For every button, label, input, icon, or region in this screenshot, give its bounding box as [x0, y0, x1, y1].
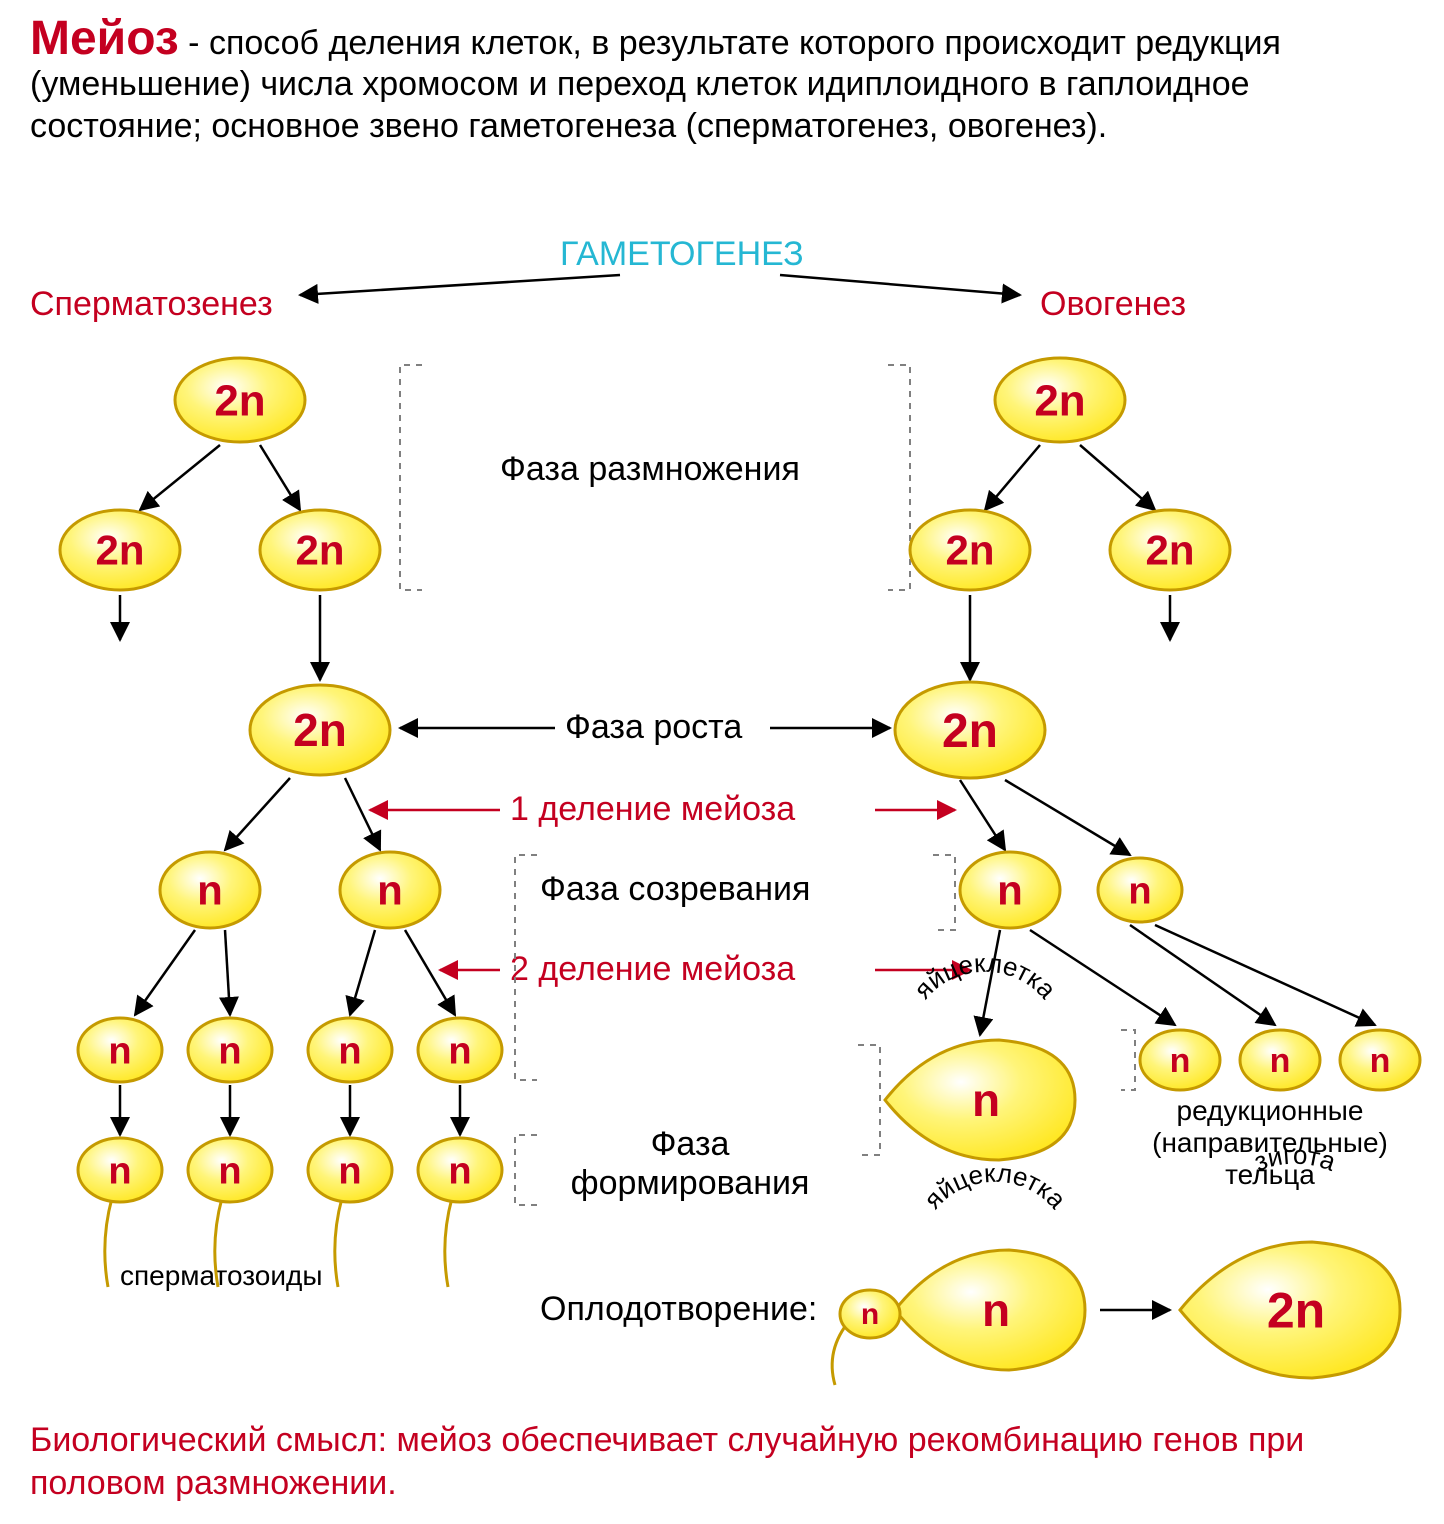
bracket	[400, 365, 422, 590]
arrow	[300, 275, 620, 295]
cell-sp-f1: n	[78, 1138, 162, 1287]
svg-text:зигота: зигота	[1250, 1140, 1340, 1177]
arrow	[140, 445, 220, 510]
egg-egg1: n яйцеклетка	[885, 948, 1075, 1160]
svg-text:2n: 2n	[1034, 376, 1085, 425]
cell-sp-m2b: n	[188, 1018, 272, 1082]
cell-ov-growth: 2n	[895, 682, 1045, 778]
bracket	[888, 365, 910, 590]
svg-text:яйцеклетка: яйцеклетка	[918, 1158, 1073, 1215]
cell-sp-f3: n	[308, 1138, 392, 1287]
bracket	[933, 855, 955, 930]
cell-ov-pb3: n	[1340, 1030, 1420, 1090]
arrow	[225, 778, 290, 850]
bracket	[1121, 1030, 1135, 1090]
arrow	[405, 930, 455, 1015]
svg-text:n: n	[108, 1030, 131, 1072]
cell-ov-l2a: 2n	[910, 510, 1030, 590]
arrow	[225, 930, 230, 1015]
svg-text:2n: 2n	[1267, 1283, 1325, 1339]
cell-sp-m1b: n	[340, 852, 440, 928]
svg-text:2n: 2n	[942, 705, 998, 758]
cell-ov-pb1: n	[1140, 1030, 1220, 1090]
cell-sp-m2c: n	[308, 1018, 392, 1082]
arrow	[350, 930, 375, 1015]
svg-text:n: n	[197, 867, 223, 914]
cell-sp-l2a: 2n	[60, 510, 180, 590]
arrow	[260, 445, 300, 510]
svg-text:n: n	[1128, 870, 1151, 912]
svg-text:2n: 2n	[214, 376, 265, 425]
svg-text:n: n	[997, 867, 1023, 914]
arrow	[780, 275, 1020, 295]
cell-sp-growth: 2n	[250, 685, 390, 775]
cell-sp-m2d: n	[418, 1018, 502, 1082]
cell-ov-m1a: n	[960, 852, 1060, 928]
arrow	[135, 930, 195, 1015]
bio-title: Биологический смысл:	[30, 1421, 387, 1459]
cell-sp-top: 2n	[175, 358, 305, 442]
svg-text:n: n	[338, 1030, 361, 1072]
svg-text:n: n	[218, 1030, 241, 1072]
svg-text:n: n	[448, 1150, 471, 1192]
diagram-svg: 2n 2n 2n 2n n n n n n n n n n n 2n 2n 2n 2n n n n n n n яйцекле…	[0, 0, 1444, 1524]
arrow	[980, 930, 1000, 1035]
arrow	[345, 778, 380, 850]
cell-ov-top: 2n	[995, 358, 1125, 442]
cell-ov-l2b: 2n	[1110, 510, 1230, 590]
cell-ov-pb2: n	[1240, 1030, 1320, 1090]
svg-text:n: n	[861, 1298, 879, 1331]
egg-fert-egg: n яйцеклетка n	[832, 1158, 1085, 1385]
bracket	[515, 855, 537, 1080]
cell-sp-f4: n	[418, 1138, 502, 1287]
bracket	[515, 1135, 537, 1205]
svg-text:n: n	[982, 1284, 1010, 1336]
arrow	[985, 445, 1040, 510]
arrow	[960, 780, 1005, 850]
svg-text:n: n	[1370, 1042, 1391, 1080]
svg-text:n: n	[448, 1030, 471, 1072]
svg-text:2n: 2n	[95, 527, 144, 574]
arrow	[1080, 445, 1155, 510]
bracket	[858, 1045, 880, 1155]
diagram-page: Мейоз - способ деления клеток, в результ…	[0, 0, 1444, 1524]
bio-meaning: Биологический смысл: мейоз обеспечивает …	[30, 1419, 1414, 1504]
svg-text:2n: 2n	[945, 527, 994, 574]
cell-sp-f2: n	[188, 1138, 272, 1287]
svg-text:n: n	[108, 1150, 131, 1192]
svg-text:n: n	[338, 1150, 361, 1192]
cell-sp-m1a: n	[160, 852, 260, 928]
cell-sp-l2b: 2n	[260, 510, 380, 590]
arrow	[1005, 780, 1130, 855]
arrow	[1155, 925, 1375, 1025]
svg-text:n: n	[377, 867, 403, 914]
svg-text:2n: 2n	[295, 527, 344, 574]
egg-zygote: 2n зигота	[1180, 1140, 1400, 1378]
cell-ov-m1b: n	[1098, 858, 1182, 922]
svg-text:2n: 2n	[1145, 527, 1194, 574]
svg-text:n: n	[1170, 1042, 1191, 1080]
svg-text:n: n	[972, 1074, 1000, 1126]
svg-text:n: n	[1270, 1042, 1291, 1080]
svg-text:2n: 2n	[293, 704, 347, 756]
svg-text:яйцеклетка: яйцеклетка	[908, 948, 1063, 1005]
svg-text:n: n	[218, 1150, 241, 1192]
cell-sp-m2a: n	[78, 1018, 162, 1082]
